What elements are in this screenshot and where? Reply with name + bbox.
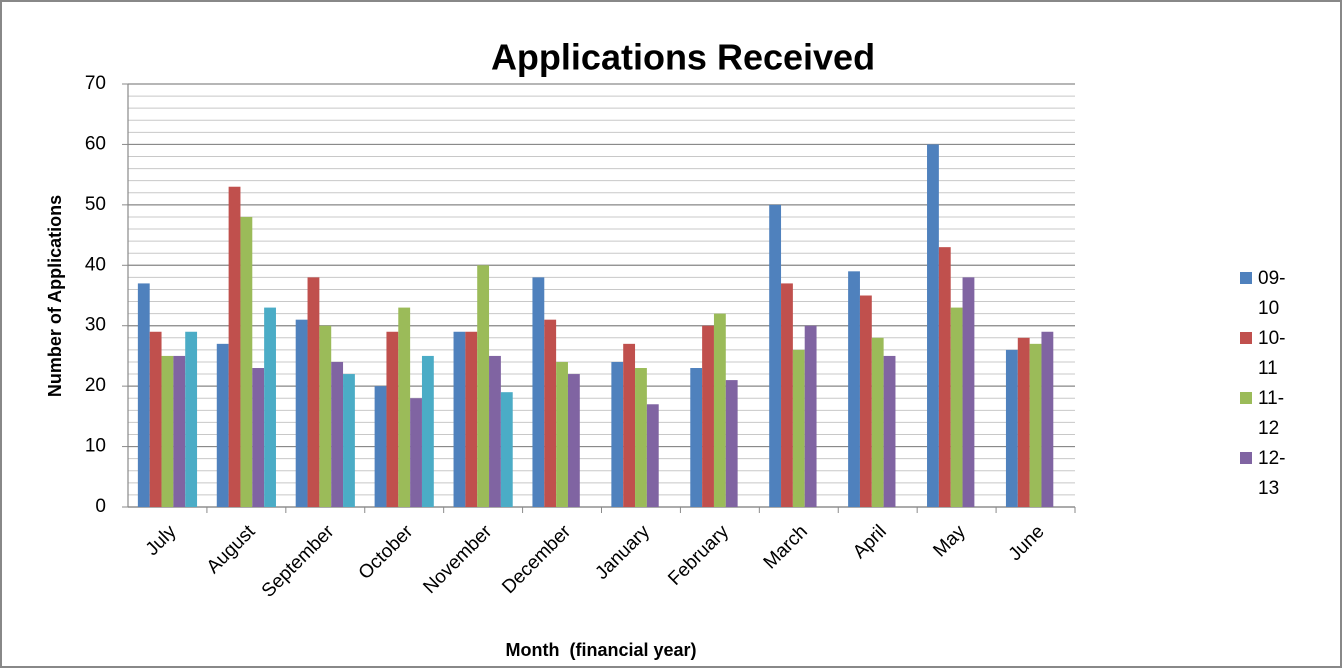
bar (149, 331, 162, 507)
bar (374, 386, 387, 507)
bar (161, 355, 174, 507)
y-axis-label: Number of Applications (45, 195, 65, 397)
legend-swatch (1240, 452, 1252, 464)
y-tick-label: 30 (85, 315, 106, 336)
legend-label: 11-12 (1258, 388, 1285, 439)
bar (646, 404, 659, 507)
bar (295, 319, 308, 507)
legend-swatch (1240, 272, 1252, 284)
bar (489, 355, 501, 507)
bar (804, 325, 817, 507)
bar (871, 337, 884, 507)
bar (883, 355, 896, 507)
legend-label: 12-13 (1258, 448, 1286, 499)
bar (1017, 337, 1030, 507)
bar (769, 204, 782, 507)
y-tick-label: 50 (85, 194, 106, 215)
bar (216, 343, 229, 507)
bar (950, 307, 963, 507)
bar (927, 144, 939, 507)
bar (556, 361, 568, 507)
bar (453, 331, 466, 507)
legend-label: 10-11 (1258, 328, 1286, 379)
y-tick-label: 10 (85, 436, 106, 457)
legend: 09-10 10-11 11-12 12-13 (1240, 264, 1292, 504)
chart-title: Applications Received (491, 37, 875, 78)
bar (185, 331, 198, 507)
bar (702, 325, 714, 507)
bar (386, 331, 399, 507)
bar (713, 313, 726, 507)
legend-item: 10-11 (1240, 324, 1292, 384)
y-tick-label: 70 (85, 73, 106, 94)
bar (410, 398, 422, 507)
legend-item: 12-13 (1240, 444, 1292, 504)
legend-label: 09-10 (1258, 268, 1286, 319)
bar (343, 374, 355, 507)
bar (319, 325, 332, 507)
bar (635, 368, 647, 507)
bar (331, 361, 344, 507)
bar (623, 343, 636, 507)
bar (421, 355, 434, 507)
y-tick-label: 0 (95, 496, 106, 517)
bar (792, 349, 805, 507)
bar (1029, 343, 1042, 507)
bar (848, 271, 860, 507)
x-axis-label: Month (financial year) (505, 640, 696, 660)
legend-item: 09-10 (1240, 264, 1292, 324)
bar (252, 368, 265, 507)
bar (264, 307, 276, 507)
bar (477, 265, 490, 507)
y-tick-label: 40 (85, 254, 106, 275)
bar (567, 374, 580, 507)
bar (1005, 349, 1018, 507)
bar (137, 283, 150, 507)
bar (859, 295, 872, 507)
bar (307, 277, 320, 507)
bar (398, 307, 411, 507)
legend-swatch (1240, 332, 1252, 344)
bar (240, 216, 253, 507)
legend-item: 11-12 (1240, 384, 1292, 444)
bar (532, 277, 545, 507)
bar (544, 319, 557, 507)
bar (228, 186, 241, 507)
bar (611, 361, 624, 507)
y-tick-label: 60 (85, 133, 106, 154)
bar (1041, 331, 1054, 507)
bar (962, 277, 975, 507)
y-tick-label: 20 (85, 375, 106, 396)
bar (690, 368, 703, 507)
bar (725, 380, 738, 507)
bar (465, 331, 478, 507)
bar (500, 392, 513, 507)
legend-swatch (1240, 392, 1252, 404)
bar (781, 283, 793, 507)
bar (938, 247, 951, 507)
bar (173, 355, 186, 507)
